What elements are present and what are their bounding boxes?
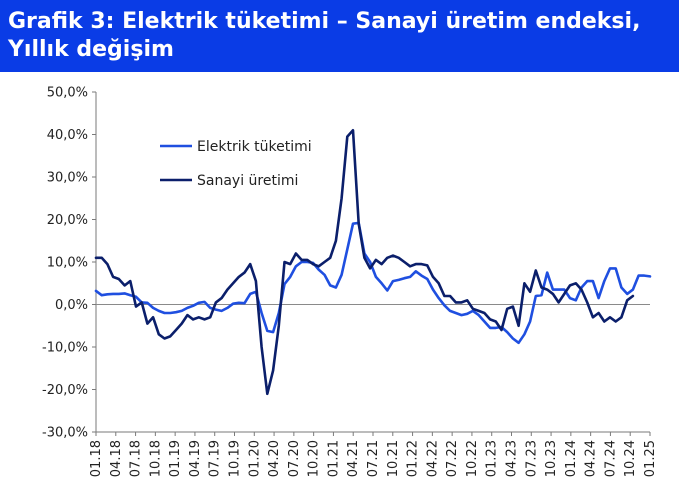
x-tick-label: 10.19 xyxy=(228,440,243,477)
x-tick-label: 07.19 xyxy=(208,440,223,477)
y-tick-label: 30,0% xyxy=(47,171,88,186)
y-tick-label: -10,0% xyxy=(42,341,88,356)
legend-label: Elektrik tüketimi xyxy=(197,139,312,155)
chart-title-line1: Grafik 3: Elektrik tüketimi – Sanayi üre… xyxy=(8,9,641,34)
x-tick-label: 07.22 xyxy=(445,440,460,477)
x-tick-label: 10.22 xyxy=(465,440,480,477)
x-tick-label: 04.20 xyxy=(267,440,282,477)
x-tick-label: 01.22 xyxy=(406,440,421,477)
x-tick-label: 01.25 xyxy=(643,440,658,477)
x-tick-label: 04.19 xyxy=(188,440,203,477)
series-layer xyxy=(94,128,652,396)
x-tick-label: 04.21 xyxy=(346,440,361,477)
y-tick-label: 40,0% xyxy=(47,128,88,143)
series-line-sanayi xyxy=(94,128,635,396)
x-tick-label: 10.24 xyxy=(623,440,638,477)
x-tick-label: 01.20 xyxy=(247,440,262,477)
x-tick-label: 01.21 xyxy=(326,440,341,477)
chart-area: 50,0% 40,0% 30,0% 20,0% 10,0% 0,0% -10,0% -20,0… xyxy=(0,72,679,489)
x-tick-label: 07.21 xyxy=(366,440,381,477)
x-tick-label: 10.21 xyxy=(386,440,401,477)
y-axis: 50,0% 40,0% 30,0% 20,0% 10,0% 0,0% -10,0% -20,0… xyxy=(42,86,650,441)
chart-title-line2: Yıllık değişim xyxy=(8,37,174,62)
y-tick-label: 10,0% xyxy=(47,256,88,271)
legend: Elektrik tüketimi Sanayi üretimi xyxy=(160,139,312,189)
x-tick-label: 04.23 xyxy=(505,440,520,477)
x-tick-label: 07.18 xyxy=(129,440,144,477)
y-tick-label: -30,0% xyxy=(42,426,88,441)
x-tick-label: 01.19 xyxy=(168,440,183,477)
x-tick-label: 10.18 xyxy=(148,440,163,477)
legend-label: Sanayi üretimi xyxy=(197,173,298,189)
line-chart: 50,0% 40,0% 30,0% 20,0% 10,0% 0,0% -10,0% -20,0… xyxy=(42,86,658,478)
x-tick-label: 04.22 xyxy=(425,440,440,477)
x-tick-label: 04.24 xyxy=(584,440,599,477)
x-tick-label: 01.23 xyxy=(485,440,500,477)
y-tick-label: 50,0% xyxy=(47,86,88,101)
x-tick-label: 04.18 xyxy=(109,440,124,477)
x-tick-label: 10.23 xyxy=(544,440,559,477)
series-line-elektrik xyxy=(94,221,652,345)
x-tick-label: 01.18 xyxy=(89,440,104,477)
x-axis: 01.18 04.18 07.18 10.18 01.19 04.19 07.19 10.19… xyxy=(89,431,658,477)
x-tick-label: 01.24 xyxy=(564,440,579,477)
x-tick-label: 07.24 xyxy=(603,440,618,477)
x-tick-label: 10.20 xyxy=(307,440,322,477)
y-tick-label: 20,0% xyxy=(47,213,88,228)
y-tick-label: -20,0% xyxy=(42,383,88,398)
x-tick-label: 07.23 xyxy=(524,440,539,477)
chart-title-bar: Grafik 3: Elektrik tüketimi – Sanayi üre… xyxy=(0,0,679,72)
x-tick-label: 07.20 xyxy=(287,440,302,477)
y-tick-label: 0,0% xyxy=(55,298,88,313)
